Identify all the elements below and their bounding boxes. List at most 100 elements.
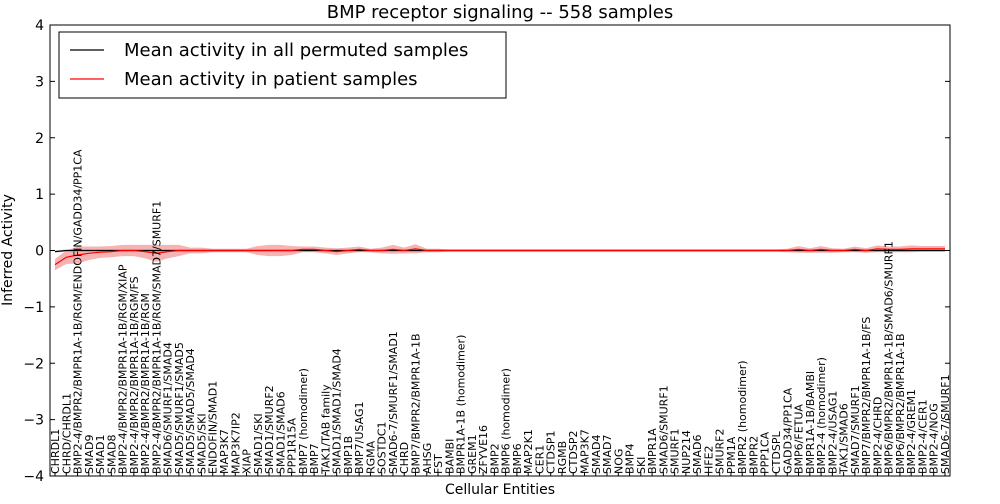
series-line-1: [54, 248, 945, 266]
x-tick-label: BMP7 (homodimer): [297, 368, 310, 474]
x-tick-label: GREM1: [466, 434, 479, 474]
x-tick-label: BMP7: [308, 443, 321, 474]
x-tick-label: BMP2-4/BMPR2/BMPR1A-1B/RGM: [139, 293, 152, 474]
x-tick-label: SMAD7: [601, 435, 614, 474]
x-tick-label: ZFYVE16: [477, 425, 490, 474]
series-band-1: [55, 244, 945, 271]
x-tick-label: MAP3K7: [218, 429, 231, 474]
x-tick-label: SMAD6: [691, 435, 704, 474]
x-tick-label: BMPR1A: [646, 428, 659, 474]
y-tick-label: 3: [35, 74, 44, 90]
x-tick-label: SMURF1: [669, 429, 682, 475]
x-tick-label: BMP2-4/BMPR2/BMPR1A-1B/RGM/XIAP: [117, 264, 130, 474]
x-tick-label: MAP2K1: [522, 429, 535, 474]
x-tick-label: PPM1A: [725, 436, 738, 474]
x-tick-label: SMAD1/SMAD6: [274, 391, 287, 474]
x-tick-label: BMPR2: [747, 436, 760, 474]
y-tick-label: −1: [23, 300, 44, 316]
y-tick-label: 1: [35, 187, 44, 203]
x-tick-label: CTDSPL: [770, 431, 783, 474]
x-tick-label: MAP3K7IP2: [229, 412, 242, 474]
x-tick-label: MAP3K7: [578, 429, 591, 474]
x-tick-label: CER1: [533, 445, 546, 474]
y-axis-label: Inferred Activity: [0, 194, 16, 306]
x-tick-label: FST: [432, 454, 445, 474]
y-axis-ticks: −4 −3 −2 −1 0 1 2 3 4: [23, 18, 950, 485]
x-tick-label: SMAD1: [94, 435, 107, 474]
x-tick-label: TAK1/TAB family: [319, 384, 332, 475]
x-tick-label: CHRD/CHRDL1: [60, 393, 73, 474]
x-tick-label: BMP7/USAG1: [353, 402, 366, 474]
x-tick-label: BMPR1A-1B/BAMBI: [804, 371, 817, 474]
x-tick-label: BMPR1A-1B (homodimer): [455, 335, 468, 474]
x-tick-label: SMAD6-7/SMURF1/SMAD1: [387, 331, 400, 474]
x-tick-label: CTDSP1: [545, 431, 558, 474]
x-tick-label: SMAD6/SMURF1/SMAD4: [162, 342, 175, 474]
x-tick-label: TAK1/SMAD6: [838, 403, 851, 475]
x-tick-label: PPP1CA: [759, 431, 772, 474]
y-tick-label: −3: [23, 413, 44, 429]
x-tick-label: PPP1R15A: [286, 417, 299, 474]
x-tick-label: BMP7/BMPR2/BMPR1A-1B: [410, 333, 423, 474]
x-tick-label: CTDSP2: [567, 431, 580, 474]
x-tick-label: BMP2-4/GREM1: [905, 389, 918, 474]
x-tick-label: SOSTDC1: [376, 422, 389, 475]
y-tick-label: 2: [35, 131, 44, 147]
x-tick-label: RGMA: [364, 440, 377, 474]
x-tick-label: SMAD6-7/SMURF1: [939, 374, 952, 474]
x-tick-label: SMAD8: [105, 435, 118, 474]
x-tick-label: BMP6/BMPR2/BMPR1A-1B: [894, 333, 907, 474]
y-tick-label: −4: [23, 469, 44, 485]
x-tick-label: BMP7/BMPR2/BMPR1A-1B/FS: [860, 317, 873, 474]
x-tick-label: SMAD4: [590, 435, 603, 474]
x-tick-label: AHSG: [421, 443, 434, 474]
x-tick-label: XIAP: [241, 449, 254, 474]
x-tick-label: SMAD5/SMAD5/SMAD4: [184, 348, 197, 474]
series-lines: [54, 248, 945, 266]
x-tick-label: NOG: [612, 449, 625, 474]
x-tick-label: BMP6/FETUA: [793, 404, 806, 474]
chart-title: BMP receptor signaling -- 558 samples: [327, 2, 674, 23]
x-tick-label: BMP1B: [342, 436, 355, 474]
x-tick-label: HFE2: [702, 445, 715, 474]
x-tick-label: BMP6 (homodimer): [500, 368, 513, 474]
x-tick-label: NUP214: [680, 430, 693, 474]
legend-label-patient: Mean activity in patient samples: [124, 69, 418, 90]
x-tick-label: CHRD: [398, 442, 411, 474]
x-tick-label: BMP2-4 (homodimer): [815, 357, 828, 474]
x-tick-label: BMPR2 (homodimer): [736, 360, 749, 474]
x-tick-label: SMAD7/SMURF1: [849, 385, 862, 474]
x-tick-label: ENDOFIN/SMAD1: [207, 381, 220, 474]
x-tick-label: BMP6: [511, 443, 524, 474]
x-tick-label: BMP2-4/BMPR2/BMPR1A-1B/RGM/ENDOFIN/GADD3…: [72, 149, 85, 474]
x-tick-label: SMAD1/SKI: [252, 413, 265, 474]
y-tick-label: −2: [23, 356, 44, 372]
x-tick-label: BAMBI: [443, 439, 456, 474]
x-tick-label: SMAD5/SKI: [195, 413, 208, 474]
x-tick-label: SMAD6/SMURF1: [657, 385, 670, 474]
x-tick-label: BMP2-4/CER1: [916, 399, 929, 474]
legend-label-permuted: Mean activity in all permuted samples: [124, 40, 468, 61]
x-tick-label: CHRDL1: [49, 429, 62, 474]
legend-box: [58, 31, 507, 99]
x-tick-label: SMAD1/SMAD1/SMAD4: [331, 348, 344, 474]
x-tick-label: BMP2-4/USAG1: [826, 391, 839, 474]
x-axis-label: Cellular Entities: [445, 482, 555, 498]
confidence-bands: [55, 244, 945, 271]
x-tick-label: BMP2-4/BMPR2/BMPR1A-1B/RGM/SMAD7/SMURF1: [150, 201, 163, 474]
x-tick-label: BMP2: [488, 443, 501, 474]
x-tick-label: BMP2-4/CHRD: [871, 397, 884, 474]
y-tick-label: 4: [35, 18, 44, 34]
y-tick-label: 0: [35, 244, 44, 260]
x-tick-label: BMP6/BMPR2/BMPR1A-1B/SMAD6/SMURF1: [883, 241, 896, 474]
x-tick-label: SMAD5/SMURF1/SMAD5: [173, 342, 186, 474]
x-tick-label: SKI: [635, 457, 648, 474]
x-tick-label: GADD34/PP1CA: [781, 387, 794, 474]
x-tick-label: RGMB: [556, 441, 569, 474]
x-tick-label: SMAD9: [83, 435, 96, 474]
x-axis-tick-labels: CHRDL1CHRD/CHRDL1BMP2-4/BMPR2/BMPR1A-1B/…: [49, 149, 952, 476]
x-tick-label: SMURF2: [714, 429, 727, 475]
x-tick-label: BMP2-4/NOG: [928, 403, 941, 474]
